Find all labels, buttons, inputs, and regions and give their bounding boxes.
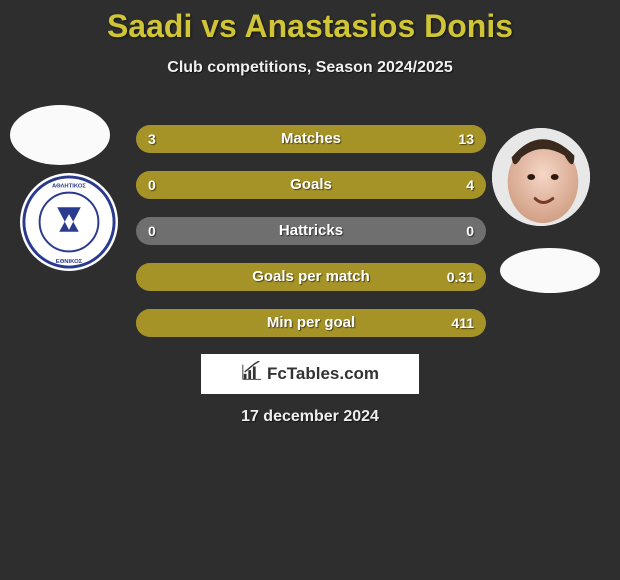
stat-value-right: 411 [451,309,474,337]
stat-label: Goals [136,171,486,199]
stat-value-right: 0.31 [447,263,474,291]
player-left-avatar [10,105,110,165]
stat-row: 0 Goals 4 [136,171,486,199]
stat-value-right: 4 [466,171,474,199]
player-right-club-badge [500,248,600,293]
stat-value-right: 0 [466,217,474,245]
player-right-avatar [492,128,590,226]
svg-text:ΕΘΝΙΚΟΣ: ΕΘΝΙΚΟΣ [56,259,83,265]
export-date: 17 december 2024 [0,408,620,426]
stats-bars: 3 Matches 13 0 Goals 4 0 Hattricks 0 Goa… [136,125,486,355]
comparison-subtitle: Club competitions, Season 2024/2025 [0,59,620,77]
stat-label: Goals per match [136,263,486,291]
stat-row: Goals per match 0.31 [136,263,486,291]
stat-label: Hattricks [136,217,486,245]
attribution-text: FcTables.com [267,364,379,384]
stat-row: Min per goal 411 [136,309,486,337]
stat-row: 0 Hattricks 0 [136,217,486,245]
player-left-club-badge: ΑΘΛΗΤΙΚΟΣ ΕΘΝΙΚΟΣ [20,173,118,271]
attribution-box: FcTables.com [201,354,419,394]
stat-label: Min per goal [136,309,486,337]
svg-text:ΑΘΛΗΤΙΚΟΣ: ΑΘΛΗΤΙΚΟΣ [52,184,86,190]
comparison-title: Saadi vs Anastasios Donis [0,0,620,45]
stat-value-right: 13 [458,125,474,153]
stat-row: 3 Matches 13 [136,125,486,153]
chart-icon [241,361,263,388]
stat-label: Matches [136,125,486,153]
